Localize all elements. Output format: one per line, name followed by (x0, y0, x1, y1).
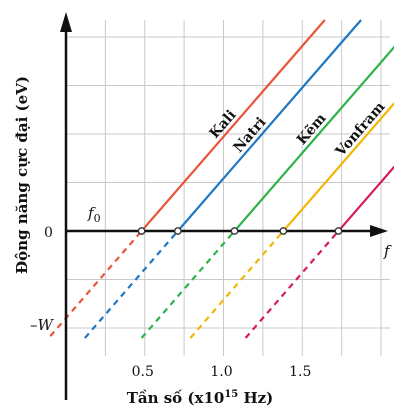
series-lines (49, 19, 394, 339)
x-axis-label-unit: Hz) (238, 389, 273, 407)
series-line-dashed-vonfram (189, 230, 285, 339)
series-line-solid-natri (176, 19, 362, 232)
y-zero-label: 0 (44, 225, 53, 241)
y-min-label: –W (30, 316, 55, 334)
f0-label-symbol: f (87, 204, 96, 222)
f0-label: f0 (87, 204, 101, 225)
y-min-label-text: –W (30, 316, 55, 334)
x-axis-symbol: f (383, 242, 392, 260)
f0-label-subscript: 0 (94, 212, 101, 225)
series-line-solid-platin (337, 165, 394, 232)
threshold-point-kali (137, 227, 146, 235)
x-axis-label-exponent: 15 (224, 389, 238, 400)
x-tick-label: 1.5 (289, 364, 311, 380)
axes (60, 12, 388, 400)
grid-lines (66, 20, 390, 356)
threshold-point-kẽm (230, 227, 239, 235)
threshold-point-vonfram (279, 227, 288, 235)
series-line-dashed-platin (244, 230, 340, 339)
series-line-solid-kali (140, 19, 326, 232)
series-labels: KaliNatriKẽmVonframPlatin (207, 99, 389, 160)
series-line-dashed-natri (84, 230, 179, 339)
x-tick-labels: 0.5 1.0 1.5 (132, 364, 312, 380)
y-axis-arrow (60, 12, 72, 32)
x-axis-label-main: Tần số (x10 (127, 389, 225, 407)
x-axis-arrow (370, 225, 388, 237)
y-axis-label: Động năng cực đại (eV) (13, 76, 31, 274)
threshold-points (137, 227, 343, 235)
x-tick-label: 1.0 (210, 364, 232, 380)
threshold-point-platin (334, 227, 343, 235)
threshold-point-natri (173, 227, 182, 235)
series-line-solid-kẽm (233, 45, 394, 232)
series-line-dashed-kẽm (140, 230, 236, 339)
x-axis-label: Tần số (x1015 Hz) (127, 389, 274, 407)
series-line-solid-vonfram (282, 101, 394, 232)
series-line-dashed-kali (49, 230, 143, 337)
x-tick-label: 0.5 (132, 364, 154, 380)
